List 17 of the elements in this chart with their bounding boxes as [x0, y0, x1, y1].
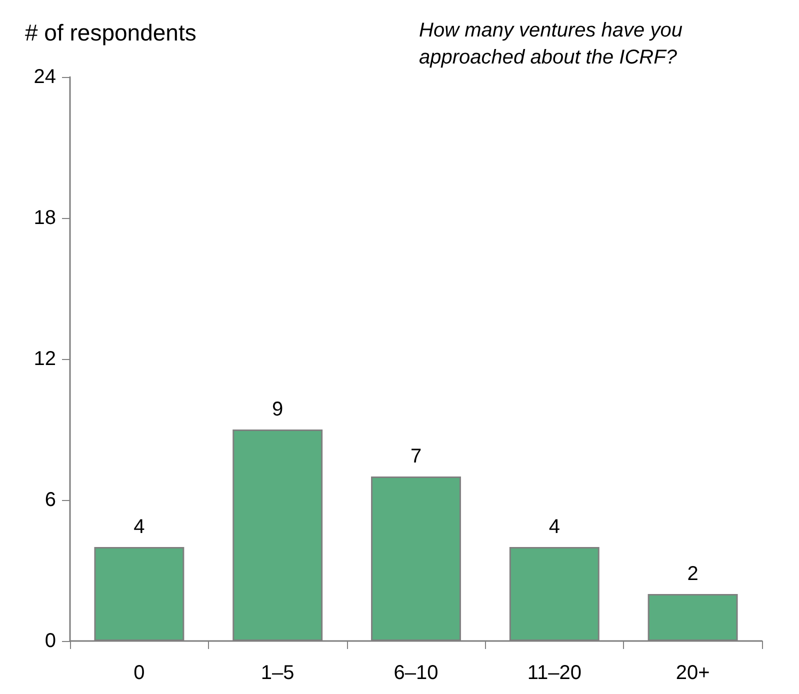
data-label: 7 [410, 446, 422, 468]
chart-title: How many ventures have you approached about the ICRF? [419, 20, 688, 68]
y-tick-label: 0 [44, 630, 56, 652]
y-tick-label: 18 [34, 207, 56, 229]
y-axis-title: # of respondents [25, 20, 196, 46]
y-tick-label: 12 [34, 348, 56, 370]
y-tick-label: 6 [44, 489, 56, 511]
data-label: 4 [548, 516, 560, 538]
x-tick-label: 11–20 [527, 662, 582, 684]
data-label: 4 [134, 516, 145, 538]
x-tick-label: 1–5 [260, 662, 294, 684]
x-tick-label: 20+ [676, 662, 710, 684]
y-tick-label: 24 [34, 66, 56, 88]
data-label: 2 [687, 563, 698, 585]
x-tick-label: 6–10 [394, 662, 438, 684]
data-label: 9 [272, 398, 284, 420]
x-tick-label: 0 [134, 662, 145, 684]
